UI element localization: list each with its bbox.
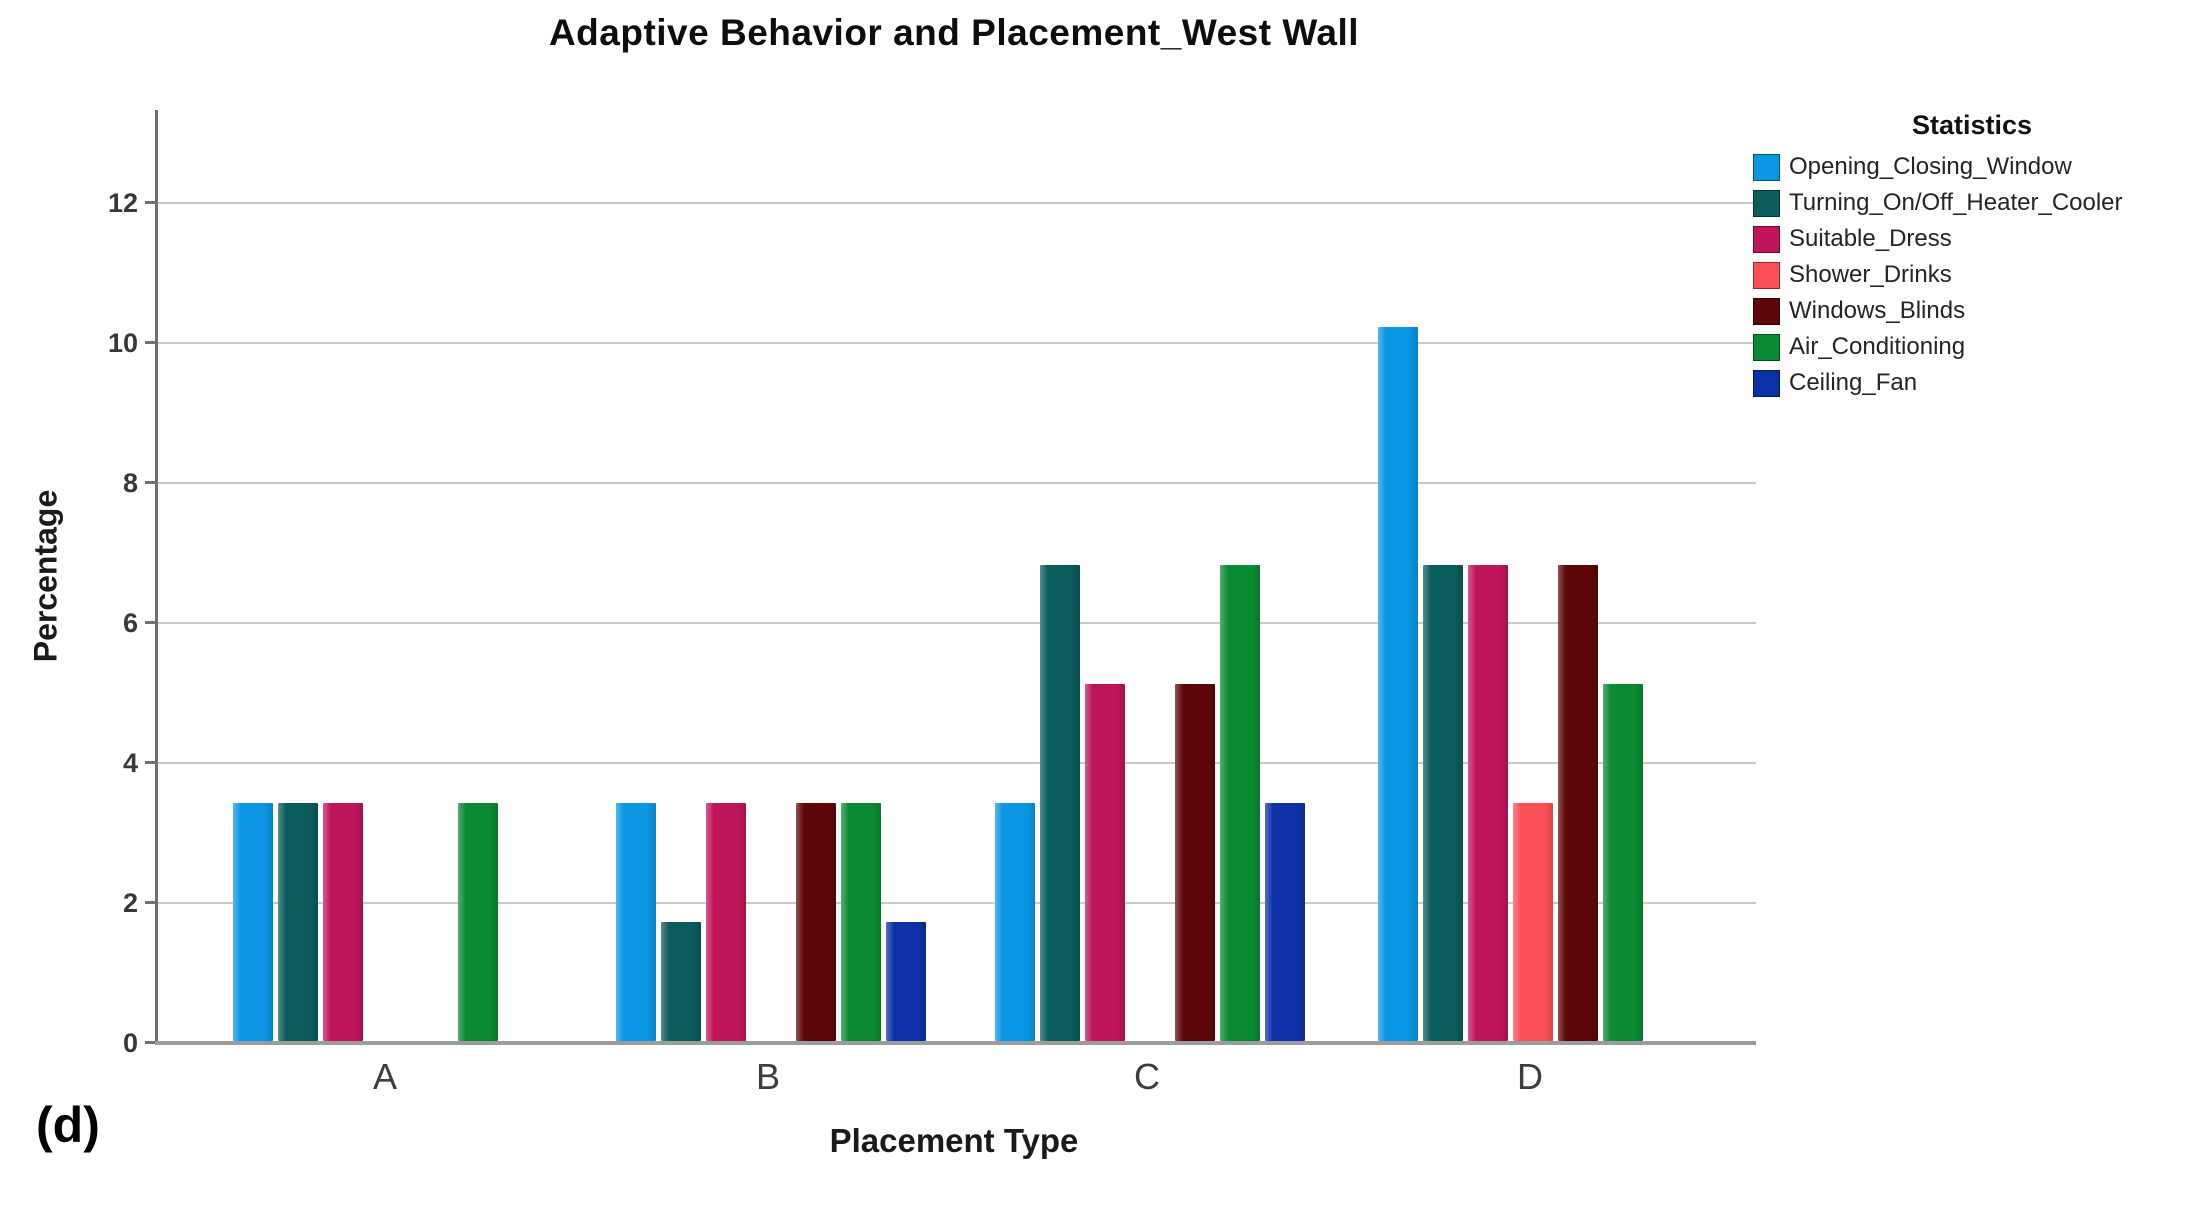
- legend-swatch-icon: [1753, 297, 1780, 325]
- legend-item: Turning_On/Off_Heater_Cooler: [1753, 185, 2191, 221]
- bar-A-Suitable_Dress: [323, 803, 363, 1041]
- gridline-4: [158, 762, 1756, 764]
- legend-swatch-icon: [1753, 189, 1780, 217]
- y-tick-10: [145, 341, 155, 344]
- x-axis-title: Placement Type: [829, 1122, 1079, 1159]
- gridline-6: [158, 622, 1756, 624]
- bar-B-Suitable_Dress: [706, 803, 746, 1041]
- gridline-12: [158, 202, 1756, 204]
- plot-area: [145, 110, 1756, 1045]
- legend-label: Shower_Drinks: [1789, 261, 1952, 288]
- bar-A-Turning_On/Off_Heater_Cooler: [278, 803, 318, 1041]
- y-tick-0: [145, 1041, 155, 1044]
- legend-label: Turning_On/Off_Heater_Cooler: [1789, 189, 2123, 216]
- chart-title: Adaptive Behavior and Placement_West Wal…: [548, 12, 1360, 53]
- legend-swatch-icon: [1753, 333, 1780, 361]
- gridline-2: [158, 902, 1756, 904]
- legend-swatch-icon: [1753, 153, 1780, 181]
- bar-D-Opening_Closing_Window: [1378, 327, 1418, 1041]
- legend-label: Air_Conditioning: [1789, 333, 1966, 360]
- legend-title: Statistics: [1911, 110, 2033, 140]
- y-tick-label-0: 0: [122, 1028, 138, 1058]
- bar-C-Suitable_Dress: [1085, 684, 1125, 1041]
- y-tick-label-8: 8: [122, 468, 138, 498]
- bar-C-Air_Conditioning: [1220, 565, 1260, 1041]
- y-tick-8: [145, 481, 155, 484]
- legend: Statistics Opening_Closing_Window Turning…: [1753, 110, 2191, 401]
- legend-item: Suitable_Dress: [1753, 221, 2191, 257]
- bar-D-Air_Conditioning: [1603, 684, 1643, 1041]
- y-tick-label-12: 12: [107, 188, 138, 218]
- legend-swatch-icon: [1753, 261, 1780, 289]
- y-tick-2: [145, 901, 155, 904]
- x-category-label-A: A: [372, 1056, 397, 1097]
- legend-label: Windows_Blinds: [1789, 297, 1966, 324]
- y-tick-4: [145, 761, 155, 764]
- y-tick-label-10: 10: [107, 328, 138, 358]
- x-axis-baseline: [155, 1041, 1756, 1045]
- bar-A-Opening_Closing_Window: [233, 803, 273, 1041]
- gridline-10: [158, 342, 1756, 344]
- bar-C-Ceiling_Fan: [1265, 803, 1305, 1041]
- legend-item: Windows_Blinds: [1753, 293, 2191, 329]
- gridline-8: [158, 482, 1756, 484]
- x-category-label-B: B: [755, 1056, 780, 1097]
- legend-item: Shower_Drinks: [1753, 257, 2191, 293]
- legend-label: Suitable_Dress: [1789, 225, 1952, 252]
- bar-C-Opening_Closing_Window: [995, 803, 1035, 1041]
- bar-D-Suitable_Dress: [1468, 565, 1508, 1041]
- y-tick-label-6: 6: [122, 608, 138, 638]
- y-tick-6: [145, 621, 155, 624]
- bar-D-Shower_Drinks: [1513, 803, 1553, 1041]
- bar-A-Air_Conditioning: [458, 803, 498, 1041]
- bar-B-Air_Conditioning: [841, 803, 881, 1041]
- legend-swatch-icon: [1753, 369, 1780, 397]
- y-tick-label-4: 4: [122, 748, 138, 778]
- bar-B-Turning_On/Off_Heater_Cooler: [661, 922, 701, 1041]
- panel-label: (d): [36, 1097, 100, 1153]
- bar-B-Windows_Blinds: [796, 803, 836, 1041]
- y-tick-12: [145, 201, 155, 204]
- legend-label: Opening_Closing_Window: [1789, 153, 2072, 180]
- bar-B-Opening_Closing_Window: [616, 803, 656, 1041]
- legend-items: Opening_Closing_Window Turning_On/Off_Hea…: [1753, 149, 2191, 401]
- bar-C-Turning_On/Off_Heater_Cooler: [1040, 565, 1080, 1041]
- bar-B-Ceiling_Fan: [886, 922, 926, 1041]
- y-tick-label-2: 2: [122, 888, 138, 918]
- legend-item: Opening_Closing_Window: [1753, 149, 2191, 185]
- x-category-label-D: D: [1517, 1056, 1543, 1097]
- legend-label: Ceiling_Fan: [1789, 369, 1918, 396]
- bar-D-Turning_On/Off_Heater_Cooler: [1423, 565, 1463, 1041]
- bar-C-Windows_Blinds: [1175, 684, 1215, 1041]
- legend-item: Air_Conditioning: [1753, 329, 2191, 365]
- legend-item: Ceiling_Fan: [1753, 365, 2191, 401]
- x-category-label-C: C: [1134, 1056, 1160, 1097]
- legend-swatch-icon: [1753, 225, 1780, 253]
- bar-D-Windows_Blinds: [1558, 565, 1598, 1041]
